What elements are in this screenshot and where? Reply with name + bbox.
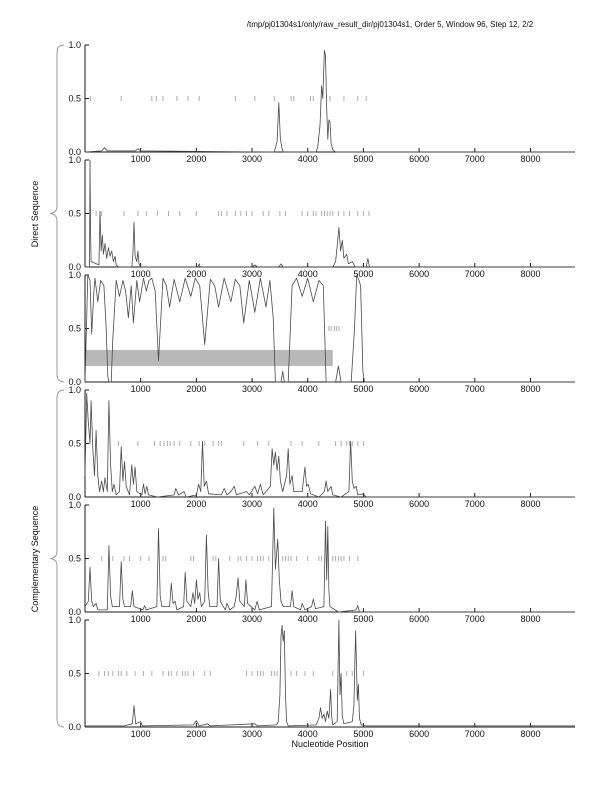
x-tick-label: 6000 (409, 154, 429, 164)
x-tick-label: 3000 (242, 154, 262, 164)
subplot-complementary-3: 0.0 0.5 1.0 1000 2000 3000 4000 5000 6000 7000 800… (68, 615, 575, 739)
subplot-direct-3: 0.0 0.5 1.0 1000 2000 3000 4000 5000 6000 7000 800… (68, 270, 575, 394)
score-curve (85, 159, 575, 268)
x-tick-label: 5000 (353, 154, 373, 164)
x-tick-label: 4000 (298, 729, 318, 739)
subplot-complementary-1: 0.0 0.5 1.0 1000 2000 3000 4000 5000 6000 7000 800… (68, 385, 575, 509)
x-tick-label: 7000 (465, 384, 485, 394)
x-tick-label: 7000 (465, 154, 485, 164)
y-tick-label: 0.5 (68, 554, 81, 564)
x-tick-label: 4000 (298, 154, 318, 164)
complementary-sequence-brace (49, 389, 65, 728)
x-tick-label: 1000 (131, 499, 151, 509)
x-tick-label: 4000 (298, 384, 318, 394)
x-tick-label: 5000 (353, 729, 373, 739)
y-tick-label: 0.0 (68, 147, 81, 157)
y-tick-label: 1.0 (68, 40, 81, 50)
y-tick-label: 0.5 (68, 324, 81, 334)
x-tick-label: 4000 (298, 269, 318, 279)
x-tick-label: 8000 (520, 269, 540, 279)
y-tick-label: 0.0 (68, 492, 81, 502)
x-tick-label: 5000 (353, 499, 373, 509)
x-tick-label: 2000 (186, 154, 206, 164)
y-tick-label: 0.5 (68, 669, 81, 679)
y-tick-label: 1.0 (68, 385, 81, 395)
score-curve (84, 507, 575, 613)
subplot-direct-2: 0.0 0.5 1.0 1000 2000 3000 4000 5000 6000 7000 800… (68, 155, 575, 279)
x-tick-label: 3000 (242, 614, 262, 624)
x-tick-label: 3000 (242, 269, 262, 279)
x-tick-label: 5000 (353, 269, 373, 279)
x-tick-label: 5000 (353, 614, 373, 624)
x-tick-label: 1000 (131, 384, 151, 394)
y-tick-label: 1.0 (68, 500, 81, 510)
x-tick-label: 7000 (465, 269, 485, 279)
x-tick-label: 6000 (409, 729, 429, 739)
y-tick-label: 0.5 (68, 209, 81, 219)
x-tick-label: 7000 (465, 614, 485, 624)
x-tick-label: 2000 (186, 269, 206, 279)
direct-sequence-group-label: Direct Sequence (30, 180, 40, 248)
x-tick-label: 8000 (520, 154, 540, 164)
complementary-sequence-group-label: Complementary Sequence (30, 505, 40, 613)
y-tick-label: 1.0 (68, 155, 81, 165)
x-tick-label: 8000 (520, 614, 540, 624)
y-tick-label: 0.5 (68, 94, 81, 104)
x-tick-label: 3000 (242, 499, 262, 509)
y-tick-label: 0.0 (68, 722, 81, 732)
x-tick-label: 6000 (409, 384, 429, 394)
direct-sequence-brace (49, 44, 65, 383)
y-tick-label: 1.0 (68, 270, 81, 280)
grouping-braces (49, 44, 65, 728)
x-tick-label: 6000 (409, 614, 429, 624)
threshold-band (85, 349, 333, 366)
score-curve (84, 274, 575, 383)
x-tick-label: 5000 (353, 384, 373, 394)
score-curve (84, 49, 575, 153)
x-tick-label: 3000 (242, 384, 262, 394)
y-tick-label: 0.5 (68, 439, 81, 449)
x-axis-label: Nucleotide Position (291, 739, 369, 749)
x-tick-label: 1000 (131, 729, 151, 739)
x-tick-label: 4000 (298, 614, 318, 624)
x-tick-label: 7000 (465, 729, 485, 739)
x-tick-label: 8000 (520, 729, 540, 739)
x-tick-label: 1000 (131, 269, 151, 279)
x-tick-label: 2000 (186, 729, 206, 739)
x-tick-label: 2000 (186, 384, 206, 394)
x-tick-label: 2000 (186, 499, 206, 509)
subplot-direct-1: 0.0 0.5 1.0 1000 2000 3000 4000 5000 6000 7000 800… (68, 40, 575, 164)
x-tick-label: 8000 (520, 384, 540, 394)
y-tick-label: 0.0 (68, 607, 81, 617)
y-tick-label: 0.0 (68, 377, 81, 387)
x-tick-label: 2000 (186, 614, 206, 624)
y-tick-label: 0.0 (68, 262, 81, 272)
score-curve (84, 392, 575, 498)
x-tick-label: 3000 (242, 729, 262, 739)
x-tick-label: 6000 (409, 269, 429, 279)
y-tick-label: 1.0 (68, 615, 81, 625)
figure-title: /tmp/pj01304s1/only/raw_result_dir/pj013… (246, 20, 534, 29)
x-tick-label: 1000 (131, 154, 151, 164)
x-tick-label: 6000 (409, 499, 429, 509)
x-tick-label: 4000 (298, 499, 318, 509)
x-tick-label: 8000 (520, 499, 540, 509)
x-tick-label: 1000 (131, 614, 151, 624)
score-curve (85, 619, 575, 727)
subplot-complementary-2: 0.0 0.5 1.0 1000 2000 3000 4000 5000 6000 7000 800… (68, 500, 575, 624)
x-tick-label: 7000 (465, 499, 485, 509)
